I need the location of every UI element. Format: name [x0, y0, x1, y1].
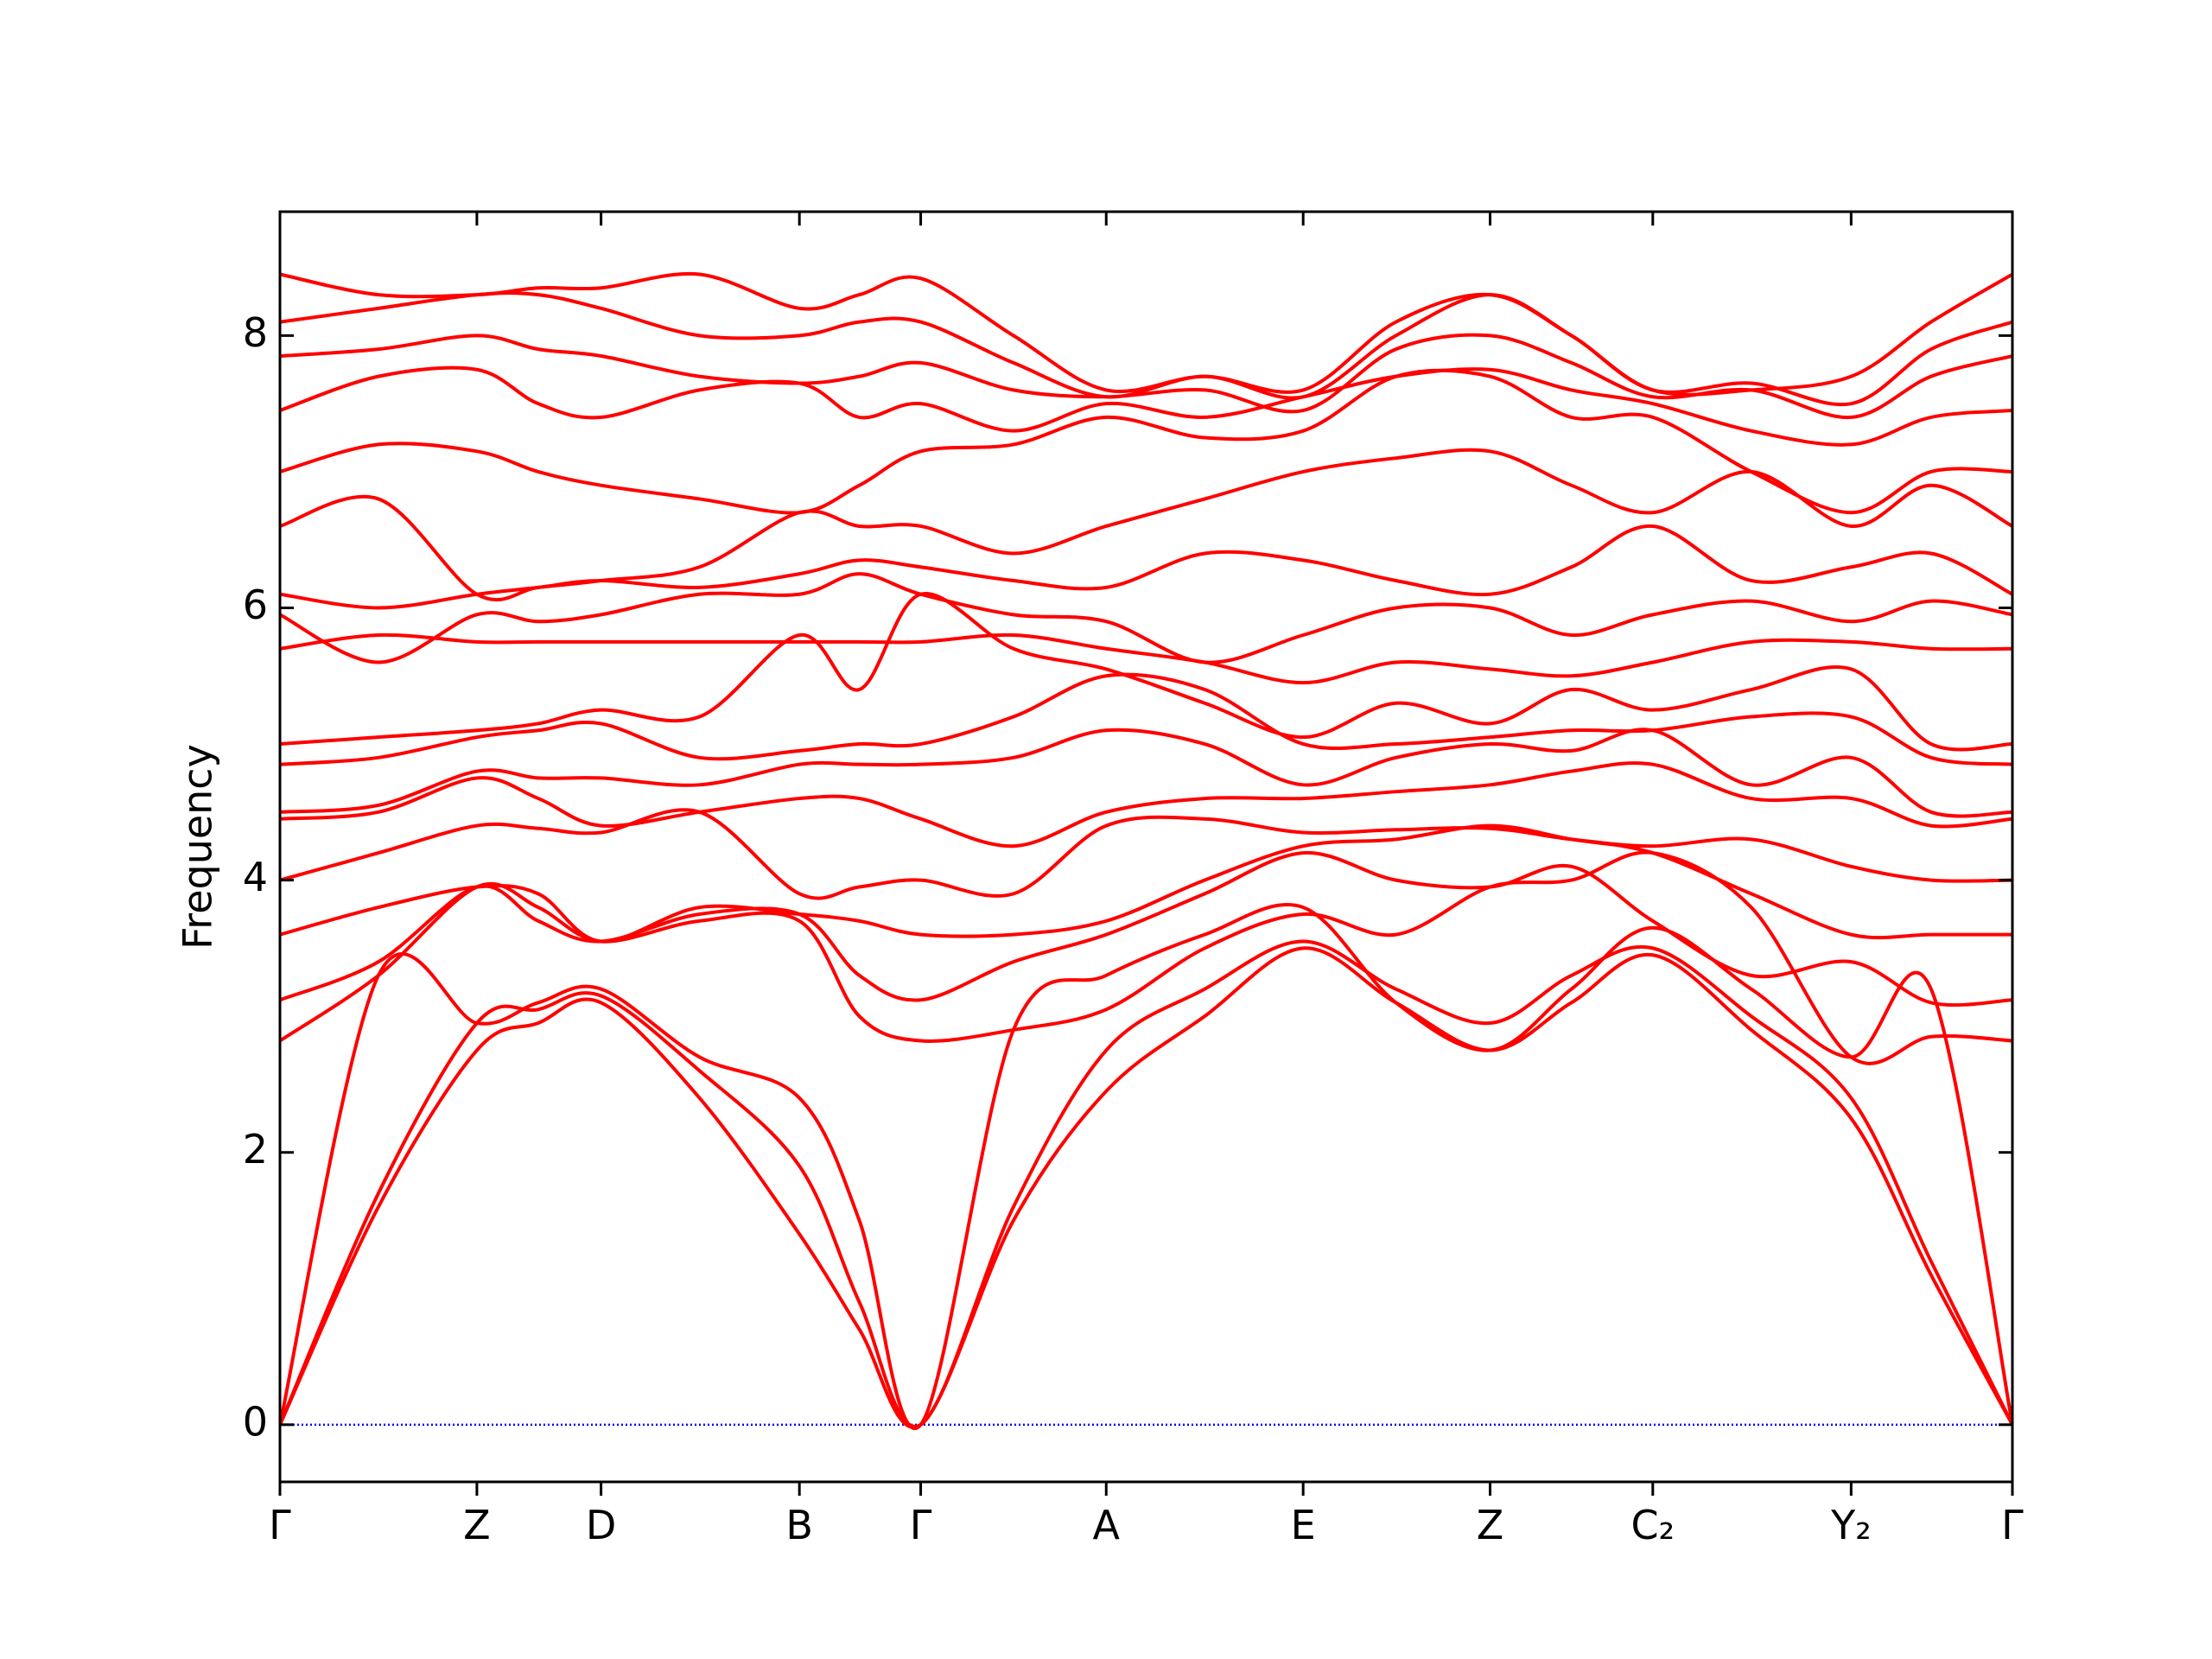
band-line	[280, 808, 2012, 900]
y-tick-label: 0	[243, 1398, 268, 1445]
band-line	[280, 365, 2012, 447]
x-tick-label: Z	[1477, 1502, 1504, 1548]
x-tick-label: Γ	[910, 1502, 932, 1548]
x-tick-label: Γ	[2001, 1502, 2024, 1548]
band-line	[280, 939, 2012, 1428]
band-line	[280, 946, 2012, 1429]
band-line	[280, 850, 2012, 1065]
band-line	[280, 902, 2012, 1430]
band-line	[280, 761, 2012, 849]
band-line	[280, 333, 2012, 419]
band-line	[280, 572, 2012, 664]
y-tick-label: 4	[243, 854, 268, 900]
band-line	[280, 851, 2012, 1007]
band-line	[280, 524, 2012, 610]
y-tick-label: 6	[243, 582, 268, 628]
x-tick-label: Γ	[269, 1502, 291, 1548]
y-tick-label: 2	[243, 1126, 268, 1173]
x-tick-label: A	[1093, 1502, 1121, 1548]
x-tick-label: C₂	[1631, 1502, 1675, 1548]
y-tick-label: 8	[243, 309, 268, 356]
x-tick-label: B	[785, 1502, 813, 1548]
bands	[280, 271, 2012, 1430]
x-tick-label: D	[586, 1502, 616, 1548]
band-line	[280, 823, 2012, 944]
band-line	[280, 592, 2012, 752]
band-line	[280, 632, 2012, 685]
band-line	[280, 271, 2012, 397]
y-axis-label: Frequency	[175, 744, 221, 950]
band-line	[280, 448, 2012, 602]
plot-frame	[278, 210, 2014, 1484]
band-line	[280, 728, 2012, 818]
band-line	[280, 291, 2012, 407]
x-tick-label: Y₂	[1830, 1502, 1872, 1548]
x-tick-label: E	[1291, 1502, 1316, 1548]
x-tick-label: Z	[463, 1502, 491, 1548]
band-line	[280, 368, 2012, 515]
